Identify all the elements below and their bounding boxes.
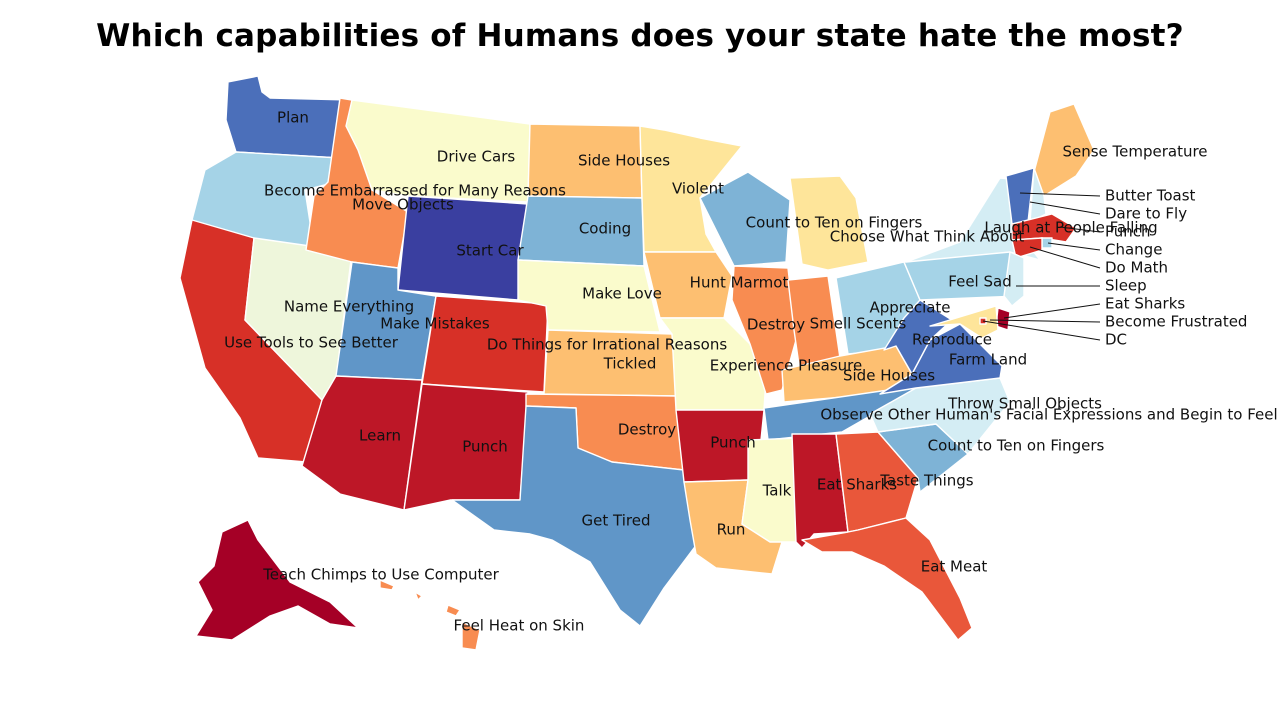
state-label-ia: Hunt Marmot	[690, 274, 789, 292]
state-ak	[195, 519, 359, 641]
state-label-md: Become Frustrated	[1105, 313, 1247, 331]
state-label-mi: Choose What Think About	[830, 228, 1025, 246]
state-label-vt: Butter Toast	[1105, 187, 1196, 205]
leader-line-vt	[1019, 192, 1101, 197]
state-ct	[1011, 237, 1043, 259]
state-label-or: Become Embarrassed for Many Reasons	[264, 182, 566, 200]
state-label-oh: Appreciate	[869, 299, 950, 317]
state-label-mt: Drive Cars	[437, 148, 516, 166]
state-mi	[789, 175, 869, 271]
state-label-hi: Feel Heat on Skin	[454, 617, 585, 635]
leader-line-ri	[1047, 242, 1101, 251]
state-label-ne: Make Love	[582, 285, 662, 303]
state-label-wa: Plan	[277, 109, 309, 127]
state-label-pa: Feel Sad	[948, 273, 1011, 291]
state-label-al: Eat Sharks	[817, 476, 897, 494]
state-ia	[643, 251, 733, 319]
state-label-nv: Name Everything	[284, 298, 414, 316]
state-label-tx: Get Tired	[582, 512, 651, 530]
state-label-nh: Dare to Fly	[1105, 205, 1187, 223]
state-label-mo: Experience Pleasure	[710, 357, 862, 375]
state-label-nm: Punch	[462, 438, 508, 456]
state-wv	[883, 299, 953, 375]
state-label-ny: Laugh at People Falling	[984, 219, 1157, 237]
leader-line-de	[1003, 303, 1101, 319]
state-tx	[451, 405, 701, 627]
state-label-nc: Throw Small Objects	[947, 395, 1102, 413]
state-mn	[639, 125, 743, 253]
leader-line-dc	[982, 320, 1101, 341]
state-label-in: Smell Scents	[810, 315, 907, 333]
state-label-ky: Side Houses	[843, 367, 935, 385]
state-label-id: Move Objects	[352, 196, 454, 214]
state-label-ct: Do Math	[1105, 259, 1168, 277]
state-label-wv: Reproduce	[912, 331, 992, 349]
map-title: Which capabilities of Humans does your s…	[96, 18, 1184, 54]
state-label-il: Destroy	[747, 316, 805, 334]
state-label-ma: Punch	[1105, 223, 1151, 241]
state-label-ar: Punch	[710, 434, 756, 452]
state-md	[929, 305, 999, 339]
state-label-me: Sense Temperature	[1062, 143, 1207, 161]
state-label-ut: Make Mistakes	[380, 315, 490, 333]
leader-line-nh	[1029, 201, 1101, 215]
state-label-ca: Use Tools to See Better	[224, 334, 399, 352]
state-label-la: Run	[717, 521, 746, 539]
state-label-ms: Talk	[762, 482, 792, 500]
state-mo	[659, 317, 767, 411]
leader-line-ma	[1059, 226, 1101, 233]
state-label-az: Learn	[359, 427, 401, 445]
state-nh	[1029, 167, 1047, 223]
state-label-nj: Sleep	[1105, 277, 1147, 295]
state-label-ri: Change	[1105, 241, 1162, 259]
state-label-tn: Observe Other Human's Facial Expressions…	[820, 406, 1277, 424]
state-label-ak: Teach Chimps to Use Computer	[262, 566, 499, 584]
state-label-va: Farm Land	[949, 351, 1027, 369]
state-label-mn: Violent	[672, 180, 724, 198]
leader-line-ct	[1029, 246, 1101, 269]
state-label-sd: Coding	[579, 220, 631, 238]
state-label-wi: Count to Ten on Fingers	[746, 214, 923, 232]
state-fl	[801, 517, 973, 641]
state-label-de: Eat Sharks	[1105, 295, 1185, 313]
state-hi	[379, 579, 481, 651]
state-label-wy: Start Car	[456, 242, 524, 260]
state-nj	[1003, 251, 1025, 307]
state-label-sc: Count to Ten on Fingers	[928, 437, 1105, 455]
state-label-dc: DC	[1105, 331, 1127, 349]
state-wi	[699, 171, 791, 267]
state-label-nd: Side Houses	[578, 152, 670, 170]
leader-line-md	[989, 319, 1101, 323]
state-label-ga: Taste Things	[879, 472, 973, 490]
state-label-co: Do Things for Irrational Reasons	[487, 336, 728, 354]
state-label-ok: Destroy	[618, 421, 676, 439]
state-label-ks: Tickled	[603, 355, 657, 373]
state-label-fl: Eat Meat	[921, 558, 988, 576]
